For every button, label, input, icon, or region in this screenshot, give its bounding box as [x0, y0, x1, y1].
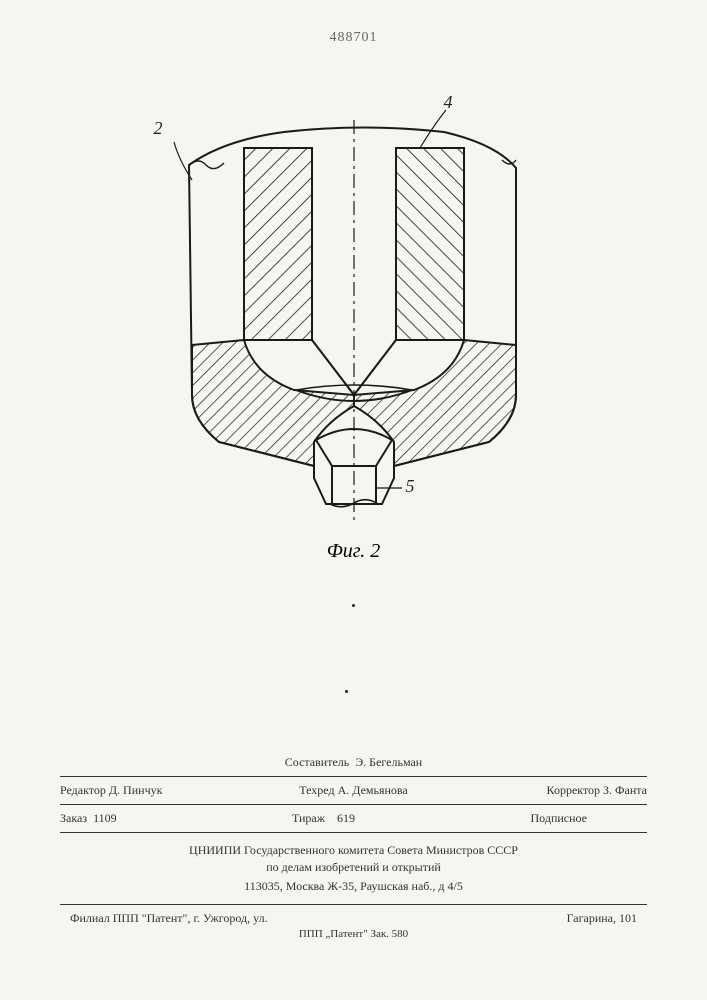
compiler-name: Э. Бегельман — [355, 755, 422, 769]
order-label: Заказ — [60, 811, 87, 825]
techred-cell: Техред А. Демьянова — [256, 783, 452, 798]
techred-label: Техред — [299, 783, 334, 797]
figure-caption: Фиг. 2 — [327, 540, 381, 563]
corrector-cell: Корректор З. Фанта — [451, 783, 647, 798]
credits-row: Редактор Д. Пинчук Техред А. Демьянова К… — [60, 777, 647, 804]
compiler-line: Составитель Э. Бегельман — [60, 755, 647, 770]
subscription-cell: Подписное — [411, 811, 647, 826]
editor-label: Редактор — [60, 783, 106, 797]
branch-right: Гагарина, 101 — [567, 911, 637, 926]
institution-line-1: ЦНИИПИ Государственного комитета Совета … — [60, 843, 647, 858]
circulation-cell: Тираж 619 — [236, 811, 412, 826]
editor-cell: Редактор Д. Пинчук — [60, 783, 256, 798]
ref-label-5: 5 — [406, 476, 415, 497]
diagram-svg — [144, 90, 564, 530]
page-root: 488701 — [0, 0, 707, 1000]
press-line: ППП „Патент" Зак. 580 — [60, 928, 647, 940]
technical-diagram: 2 4 5 — [144, 90, 564, 530]
pubinfo-row: Заказ 1109 Тираж 619 Подписное — [60, 804, 647, 832]
patent-number: 488701 — [330, 30, 378, 46]
ref-label-2: 2 — [154, 118, 163, 139]
stray-dot — [352, 604, 355, 607]
circulation-label: Тираж — [292, 811, 325, 825]
editor-name: Д. Пинчук — [109, 783, 163, 797]
branch-left: Филиал ППП "Патент", г. Ужгород, ул. — [70, 911, 268, 926]
branch-line: Филиал ППП "Патент", г. Ужгород, ул. Гаг… — [60, 911, 647, 926]
ref-label-4: 4 — [444, 92, 453, 113]
address-line: 113035, Москва Ж-35, Раушская наб., д 4/… — [60, 879, 647, 894]
footer-divider — [60, 904, 647, 905]
circulation-no: 619 — [337, 811, 355, 825]
order-cell: Заказ 1109 — [60, 811, 236, 826]
techred-name: А. Демьянова — [338, 783, 408, 797]
corrector-label: Корректор — [547, 783, 601, 797]
stray-dot-2 — [345, 690, 348, 693]
institution-line-2: по делам изобретений и открытий — [60, 860, 647, 875]
credits-table: Редактор Д. Пинчук Техред А. Демьянова К… — [60, 776, 647, 833]
compiler-label: Составитель — [285, 755, 349, 769]
order-no: 1109 — [93, 811, 117, 825]
footer-block: Составитель Э. Бегельман Редактор Д. Пин… — [60, 755, 647, 940]
corrector-name: З. Фанта — [603, 783, 647, 797]
